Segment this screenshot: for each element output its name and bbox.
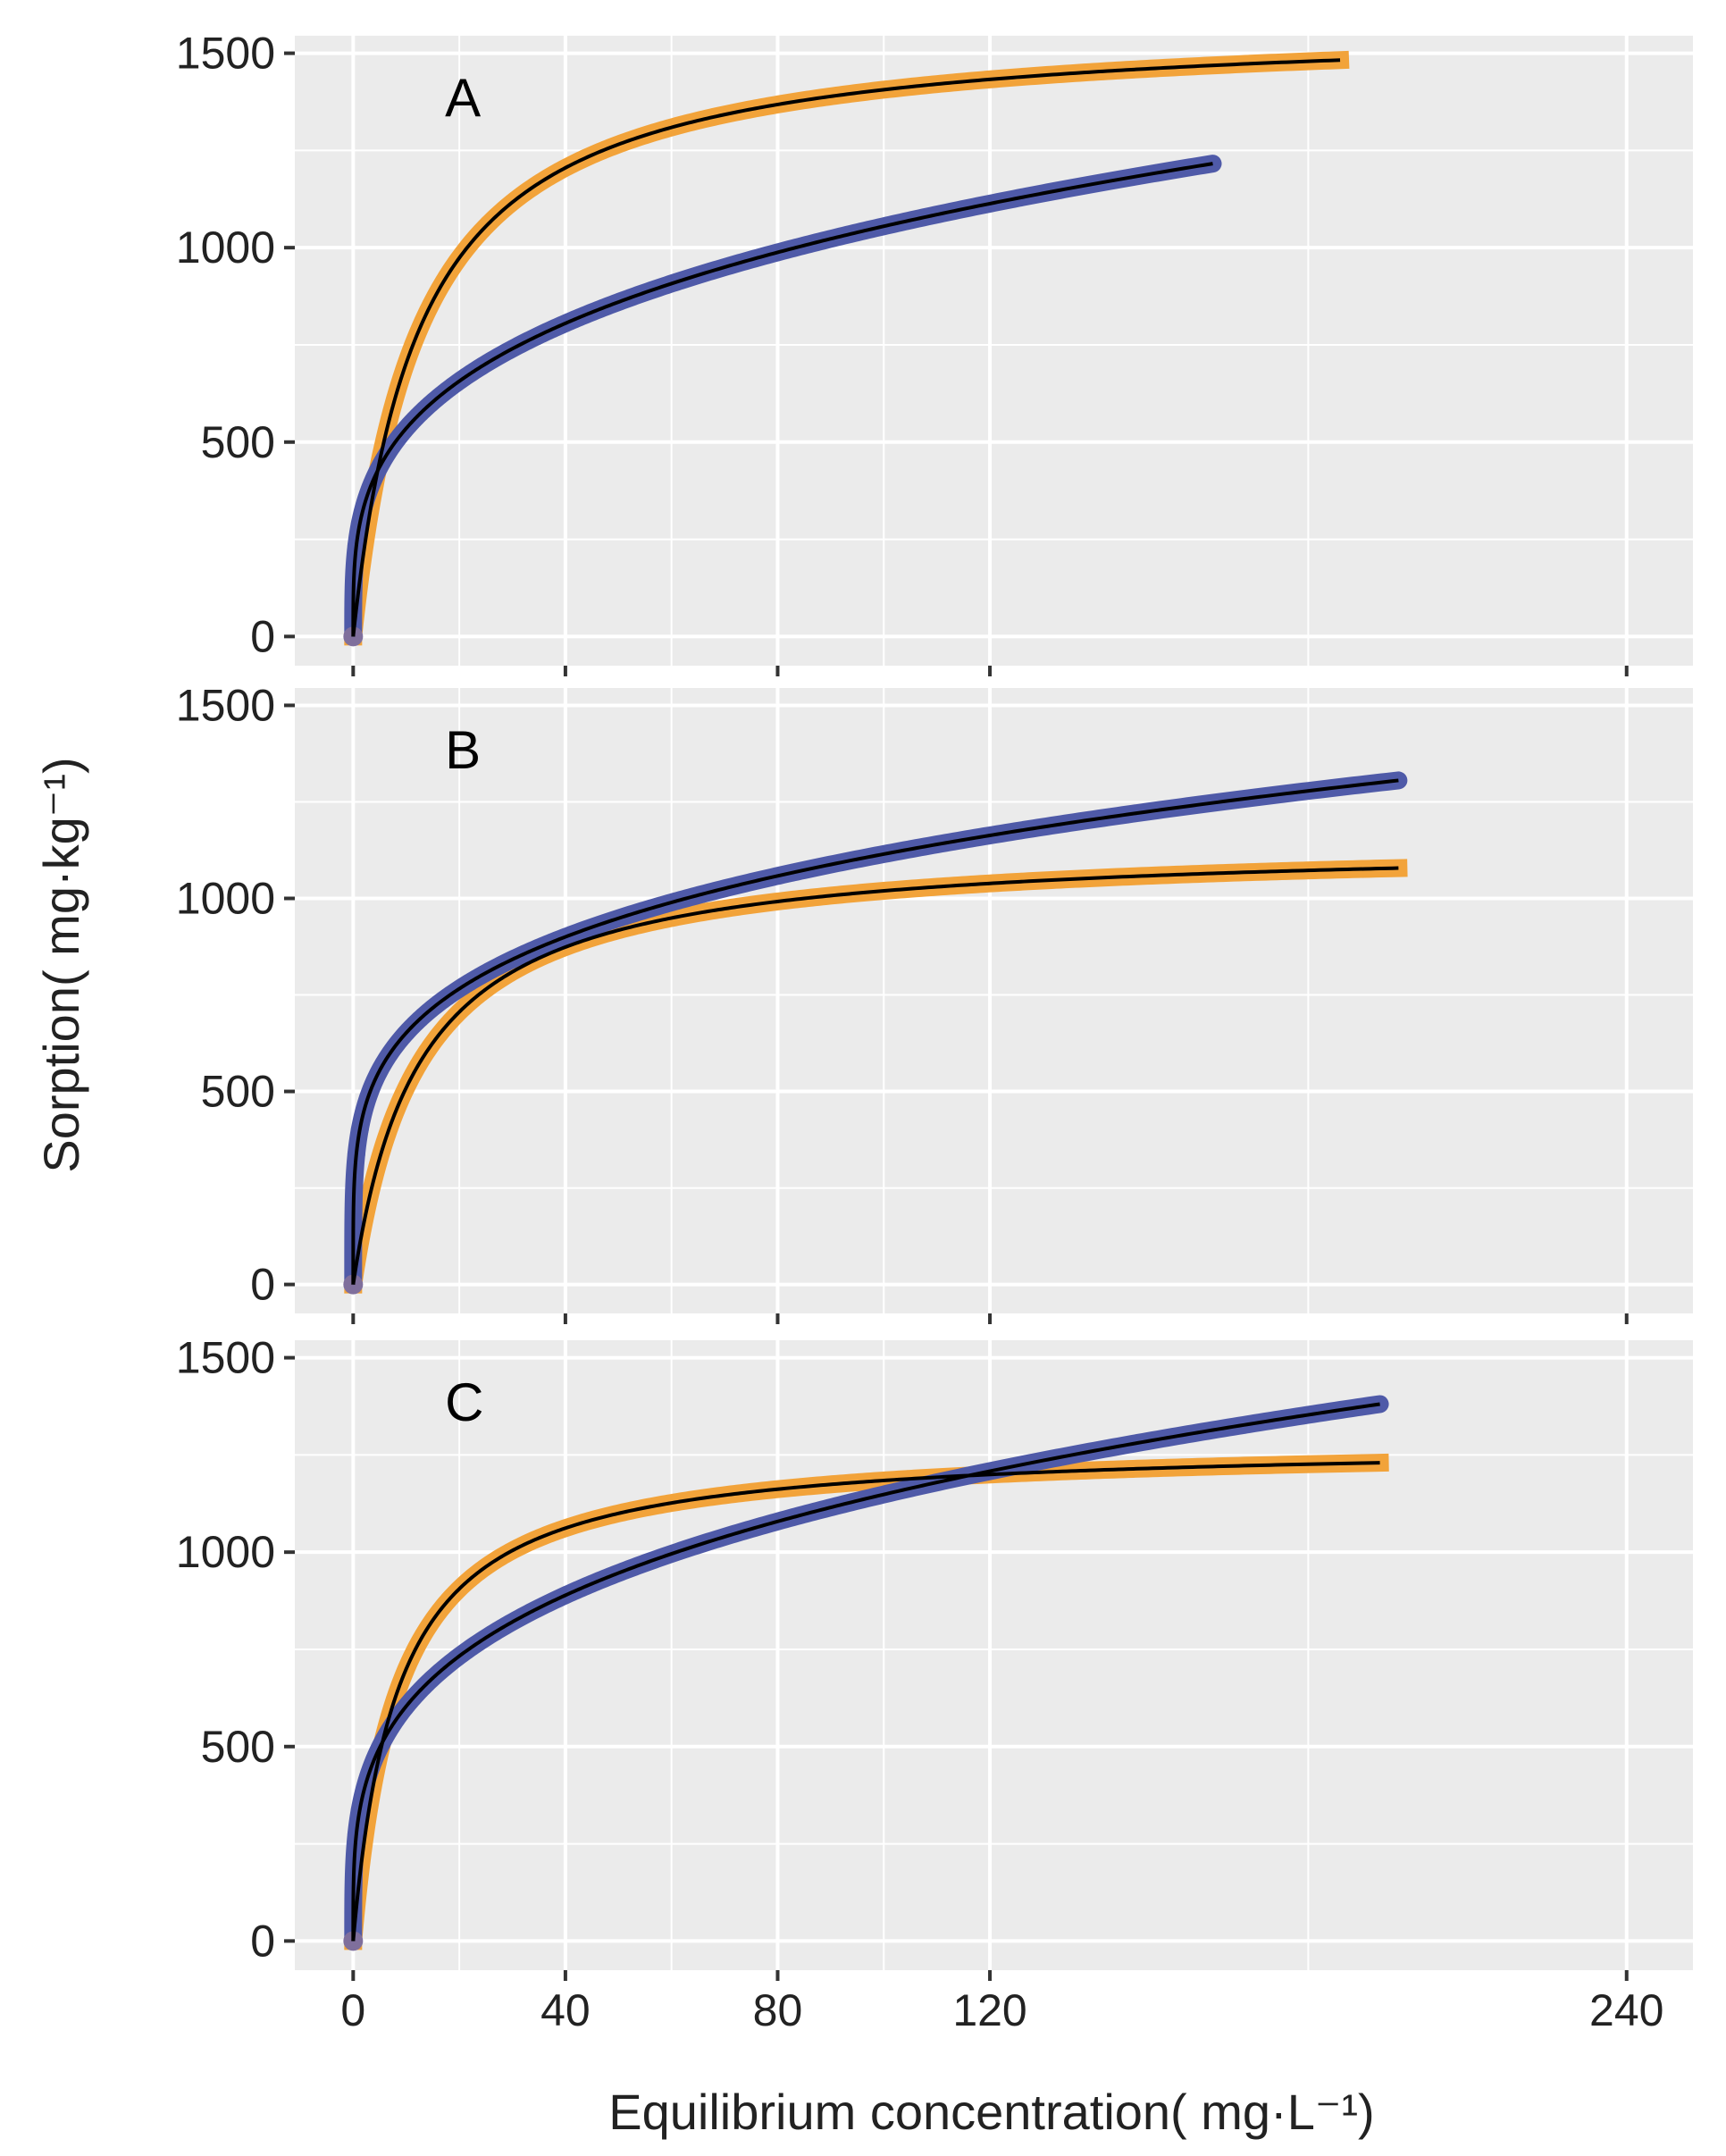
origin-point [343,626,364,647]
y-tick-label: 1500 [176,29,275,79]
x-tick-label: 0 [340,1985,365,2035]
x-tick-label: 240 [1589,1985,1663,2035]
y-tick-label: 1000 [176,873,275,923]
freundlich-fit-line [351,162,1213,637]
panel-label-a: A [445,68,481,128]
y-tick-label: 0 [250,611,275,661]
freundlich-fit-line [351,1402,1380,1942]
panel-b: 0 500 1000 1500 B [176,680,1693,1324]
panel-label-c: C [445,1372,483,1432]
y-tick-label: 1500 [176,1333,275,1383]
x-tick-label: 40 [540,1985,591,2035]
freundlich-fit-line [351,778,1399,1285]
panel-c: 0 500 1000 1500 C [176,1333,1693,1981]
panels-group: 050010001500A050010001500B050010001500C0… [176,29,1693,2035]
y-tick-label: 1000 [176,1527,275,1577]
panel-background [295,1340,1693,1970]
langmuir-fit-line [351,1461,1380,1942]
y-tick-label: 1500 [176,680,275,730]
x-tick-label: 80 [753,1985,803,2035]
y-axis-title: Sorption( mg·kg⁻¹) [33,757,89,1172]
langmuir-fit-line [351,866,1399,1285]
y-tick-label: 500 [201,417,275,467]
panel-background [295,688,1693,1313]
y-tick-label: 1000 [176,222,275,273]
langmuir-fit-line [351,58,1341,637]
y-tick-label: 500 [201,1067,275,1117]
x-tick-label: 120 [952,1985,1026,2035]
panel-label-b: B [445,720,481,780]
y-tick-label: 500 [201,1722,275,1772]
origin-point [343,1931,364,1951]
y-tick-label: 0 [250,1260,275,1310]
panel-a: 0 500 1000 1500 A [176,29,1693,676]
y-tick-label: 0 [250,1916,275,1966]
x-axis-title: Equilibrium concentration( mg·L⁻¹) [608,2084,1374,2140]
origin-point [343,1274,364,1295]
